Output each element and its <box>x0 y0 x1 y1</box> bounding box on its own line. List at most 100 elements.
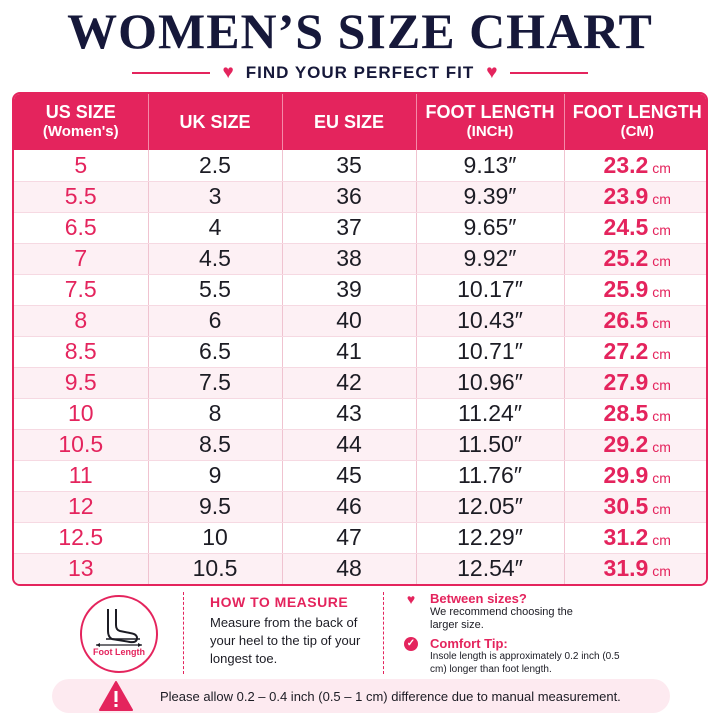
cell-uk-size: 6 <box>148 305 283 337</box>
cell-foot-length-cm: 27.9 cm <box>564 367 706 399</box>
cell-uk-size: 5.5 <box>148 274 283 306</box>
table-row: 13 10.5 48 12.54″ 31.9 cm <box>14 553 706 584</box>
cm-value: 24.5 <box>603 214 649 240</box>
column-header-eu: EU SIZE <box>282 94 417 150</box>
cell-us-size: 6.5 <box>14 212 149 244</box>
cm-value: 25.2 <box>603 245 649 271</box>
cell-foot-length-inch: 10.43″ <box>416 305 565 337</box>
cell-uk-size: 8 <box>148 398 283 430</box>
heart-icon: ♥ <box>222 62 234 83</box>
cell-foot-length-inch: 11.50″ <box>416 429 565 461</box>
cell-eu-size: 47 <box>282 522 417 554</box>
divider-line <box>509 72 588 74</box>
check-circle-icon: ✓ <box>404 637 418 651</box>
column-header-inch: FOOT LENGTH (INCH) <box>416 94 565 150</box>
cm-unit: cm <box>652 253 671 269</box>
cell-foot-length-inch: 11.76″ <box>416 460 565 492</box>
subtitle: FIND YOUR PERFECT FIT <box>245 63 475 82</box>
cell-foot-length-cm: 25.9 cm <box>564 274 706 306</box>
section-divider <box>183 592 184 674</box>
cell-us-size: 10 <box>14 398 149 430</box>
cm-unit: cm <box>652 377 671 393</box>
cell-foot-length-inch: 9.65″ <box>416 212 565 244</box>
table-row: 12 9.5 46 12.05″ 30.5 cm <box>14 491 706 523</box>
cell-foot-length-cm: 30.5 cm <box>564 491 706 523</box>
cell-us-size: 12.5 <box>14 522 149 554</box>
column-header-us: US SIZE (Women's) <box>14 94 149 150</box>
page-title: WOMEN’S SIZE CHART <box>67 3 653 59</box>
table-row: 6.5 4 37 9.65″ 24.5 cm <box>14 212 706 244</box>
cell-us-size: 7.5 <box>14 274 149 306</box>
cell-eu-size: 36 <box>282 181 417 213</box>
cell-eu-size: 46 <box>282 491 417 523</box>
table-row: 9.5 7.5 42 10.96″ 27.9 cm <box>14 367 706 399</box>
cell-us-size: 8.5 <box>14 336 149 368</box>
cell-foot-length-inch: 12.29″ <box>416 522 565 554</box>
table-row: 11 9 45 11.76″ 29.9 cm <box>14 460 706 492</box>
cm-value: 30.5 <box>603 493 649 519</box>
cell-eu-size: 48 <box>282 553 417 584</box>
cell-eu-size: 43 <box>282 398 417 430</box>
cell-uk-size: 7.5 <box>148 367 283 399</box>
cell-foot-length-cm: 29.2 cm <box>564 429 706 461</box>
table-row: 7.5 5.5 39 10.17″ 25.9 cm <box>14 274 706 306</box>
cell-foot-length-inch: 10.71″ <box>416 336 565 368</box>
cell-uk-size: 4.5 <box>148 243 283 275</box>
cell-foot-length-cm: 29.9 cm <box>564 460 706 492</box>
cm-unit: cm <box>652 470 671 486</box>
cm-unit: cm <box>652 501 671 517</box>
cm-unit: cm <box>652 284 671 300</box>
cell-foot-length-inch: 9.13″ <box>416 150 565 182</box>
cell-uk-size: 2.5 <box>148 150 283 182</box>
table-row: 5 2.5 35 9.13″ 23.2 cm <box>14 150 706 182</box>
cell-eu-size: 37 <box>282 212 417 244</box>
cm-unit: cm <box>652 222 671 238</box>
cell-uk-size: 4 <box>148 212 283 244</box>
section-divider <box>383 592 384 674</box>
between-sizes-title: Between sizes? <box>430 591 527 606</box>
cell-eu-size: 40 <box>282 305 417 337</box>
column-header-cm: FOOT LENGTH (CM) <box>564 94 706 150</box>
cell-uk-size: 9 <box>148 460 283 492</box>
cell-foot-length-inch: 9.92″ <box>416 243 565 275</box>
size-table: US SIZE (Women's) UK SIZE EU SIZE FOOT LE… <box>14 94 706 584</box>
cell-us-size: 11 <box>14 460 149 492</box>
cm-unit: cm <box>652 408 671 424</box>
cell-foot-length-cm: 31.2 cm <box>564 522 706 554</box>
cell-us-size: 8 <box>14 305 149 337</box>
cm-unit: cm <box>652 563 671 579</box>
table-row: 10.5 8.5 44 11.50″ 29.2 cm <box>14 429 706 461</box>
cell-foot-length-inch: 10.17″ <box>416 274 565 306</box>
cell-foot-length-cm: 26.5 cm <box>564 305 706 337</box>
cell-us-size: 9.5 <box>14 367 149 399</box>
cell-foot-length-inch: 11.24″ <box>416 398 565 430</box>
cell-uk-size: 10 <box>148 522 283 554</box>
subtitle-row: ♥ FIND YOUR PERFECT FIT ♥ <box>0 60 720 86</box>
cm-value: 27.9 <box>603 369 649 395</box>
cm-value: 29.2 <box>603 431 649 457</box>
divider-line <box>132 72 211 74</box>
cm-unit: cm <box>652 532 671 548</box>
table-row: 10 8 43 11.24″ 28.5 cm <box>14 398 706 430</box>
cell-foot-length-inch: 10.96″ <box>416 367 565 399</box>
heart-icon: ♥ <box>406 591 416 607</box>
cm-value: 31.2 <box>603 524 649 550</box>
cell-uk-size: 9.5 <box>148 491 283 523</box>
cell-eu-size: 35 <box>282 150 417 182</box>
table-row: 8.5 6.5 41 10.71″ 27.2 cm <box>14 336 706 368</box>
cell-us-size: 5.5 <box>14 181 149 213</box>
cm-value: 25.9 <box>603 276 649 302</box>
comfort-tip-text: Insole length is approximately 0.2 inch … <box>430 651 620 675</box>
cell-eu-size: 45 <box>282 460 417 492</box>
table-row: 5.5 3 36 9.39″ 23.9 cm <box>14 181 706 213</box>
cell-us-size: 13 <box>14 553 149 584</box>
cm-value: 23.9 <box>603 183 649 209</box>
cell-us-size: 7 <box>14 243 149 275</box>
cm-unit: cm <box>652 346 671 362</box>
cm-unit: cm <box>652 191 671 207</box>
heart-icon: ♥ <box>486 62 498 83</box>
table-row: 7 4.5 38 9.92″ 25.2 cm <box>14 243 706 275</box>
cm-value: 28.5 <box>603 400 649 426</box>
cm-value: 29.9 <box>603 462 649 488</box>
cell-eu-size: 38 <box>282 243 417 275</box>
